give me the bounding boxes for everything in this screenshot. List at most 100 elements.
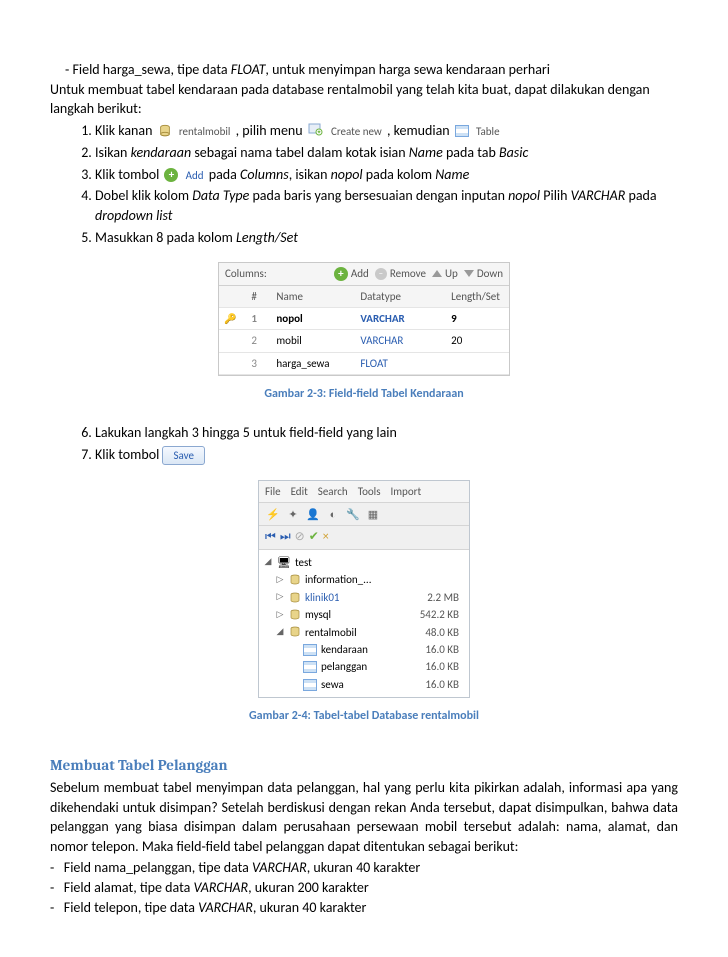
text-em: kendaraan <box>131 144 195 161</box>
table-label: sewa <box>321 677 344 692</box>
up-icon <box>432 270 442 277</box>
tree-item[interactable]: ▷information_... <box>259 571 469 588</box>
tree-table-item[interactable]: pelanggan16.0 KB <box>259 658 469 675</box>
step-1: Klik kanan rentalmobil , pilih menu ✦ Cr… <box>95 121 678 141</box>
down-button[interactable]: Down <box>464 266 503 281</box>
menu-item[interactable]: File <box>265 484 281 499</box>
table-icon <box>455 125 469 137</box>
menu-item[interactable]: Tools <box>358 484 381 499</box>
item-label: klinik01 <box>305 590 340 605</box>
table-size: 16.0 KB <box>425 659 465 674</box>
step-5: Masukkan 8 pada kolom Length/Set <box>95 228 678 248</box>
cell-len <box>446 352 509 374</box>
bullet: - Field alamat, tipe data VARCHAR, ukura… <box>65 878 678 898</box>
table-size: 16.0 KB <box>425 642 465 657</box>
chip-table: Table <box>474 124 502 139</box>
root-label: test <box>295 555 312 570</box>
figure-columns: Columns: +Add –Remove Up Down # Name Dat… <box>50 262 678 376</box>
tree-table-item[interactable]: sewa 16.0 KB <box>259 676 469 693</box>
up-button[interactable]: Up <box>432 266 458 281</box>
cell-name: harga_sewa <box>271 352 355 374</box>
text: , ukuran 40 karakter <box>307 859 421 876</box>
new-icon[interactable]: ✦ <box>285 506 301 522</box>
th-type: Datatype <box>355 286 446 308</box>
table-row[interactable]: 3harga_sewaFLOAT <box>219 352 509 374</box>
table-size: 16.0 KB <box>425 677 465 692</box>
text-em: VARCHAR <box>252 859 307 876</box>
tree-item[interactable]: ▷klinik012.2 MB <box>259 589 469 606</box>
tree-item[interactable]: ▷mysql542.2 KB <box>259 606 469 623</box>
add-icon: + <box>164 168 178 182</box>
server-icon: 🖥 <box>277 555 291 570</box>
database-icon <box>289 574 301 586</box>
chip-createnew: Create new <box>329 124 384 139</box>
bullet: - Field nama_pelanggan, tipe data VARCHA… <box>65 858 678 878</box>
item-label: mysql <box>305 607 331 622</box>
check-icon[interactable]: ✔ <box>309 529 319 546</box>
intro-para: Untuk membuat tabel kendaraan pada datab… <box>50 80 678 119</box>
section2-para: Sebelum membuat tabel menyimpan data pel… <box>50 778 678 856</box>
last-icon[interactable]: ⏭ <box>280 529 291 546</box>
text-em: FLOAT <box>231 61 266 78</box>
undo-icon[interactable]: × <box>323 529 329 546</box>
stop-icon[interactable]: ⊘ <box>295 529 305 546</box>
remove-button[interactable]: –Remove <box>375 266 426 281</box>
tree: ◢ 🖥 test ▷information_...▷klinik012.2 MB… <box>259 550 469 697</box>
calc-icon[interactable]: ▦ <box>365 506 381 522</box>
text-em: Columns <box>240 166 289 183</box>
key-icon: 🔑 <box>224 312 236 325</box>
table-row[interactable]: 🔑1nopolVARCHAR9 <box>219 307 509 329</box>
tree-panel: FileEditSearchToolsImport ⚡ ✦ 👤 ◐ 🔧 ▦ ⏮ … <box>258 480 470 698</box>
text-em: VARCHAR <box>198 899 253 916</box>
th-name: Name <box>271 286 355 308</box>
text: pada <box>209 166 240 183</box>
tree-root[interactable]: ◢ 🖥 test <box>259 554 469 571</box>
text: , pilih menu <box>236 122 306 139</box>
text: pada tab <box>446 144 499 161</box>
text-em: dropdown list <box>95 207 172 224</box>
cell-len: 9 <box>446 307 509 329</box>
menubar: File Edit Search Tools Import <box>259 481 469 503</box>
add-button[interactable]: +Add <box>334 266 369 281</box>
connect-icon[interactable]: ⚡ <box>265 506 281 522</box>
first-icon[interactable]: ⏮ <box>265 529 276 546</box>
text-em: VARCHAR <box>193 879 248 896</box>
text: pada kolom <box>366 166 436 183</box>
th-hash <box>219 286 246 308</box>
tree-item[interactable]: ◢rentalmobil48.0 KB <box>259 624 469 641</box>
expand-icon: ▷ <box>275 591 285 604</box>
label: Remove <box>390 266 426 281</box>
menu-item[interactable]: Edit <box>291 484 308 499</box>
table-row[interactable]: 2mobilVARCHAR20 <box>219 330 509 352</box>
save-button[interactable]: Save <box>162 446 204 465</box>
text: Pilih <box>543 187 570 204</box>
tools-icon[interactable]: 🔧 <box>345 506 361 522</box>
cell-name: mobil <box>271 330 355 352</box>
section-heading: Membuat Tabel Pelanggan <box>50 755 678 776</box>
text: Field alamat, tipe data <box>64 879 194 896</box>
text-em: nopol <box>331 166 366 183</box>
columns-panel: Columns: +Add –Remove Up Down # Name Dat… <box>218 262 510 376</box>
menu-item[interactable]: Search <box>318 484 348 499</box>
cell-type: FLOAT <box>355 352 446 374</box>
tree-table-item[interactable]: kendaraan16.0 KB <box>259 641 469 658</box>
plus-icon: + <box>334 267 348 281</box>
table-icon <box>303 679 317 691</box>
label: Up <box>445 266 458 281</box>
pref-icon[interactable]: ◐ <box>325 506 341 522</box>
steps-list-2: Lakukan langkah 3 hingga 5 untuk field-f… <box>50 423 678 465</box>
text: pada <box>629 187 657 204</box>
item-label: rentalmobil <box>305 625 357 640</box>
expand-icon: ▷ <box>275 609 285 622</box>
intro-bullet: Field harga_sewa, tipe data FLOAT, untuk… <box>80 60 678 80</box>
text-em: Length/Set <box>236 229 298 246</box>
cell-name: nopol <box>271 307 355 329</box>
table-icon <box>303 661 317 673</box>
item-size: 48.0 KB <box>425 625 465 640</box>
toolbar-icons: ⚡ ✦ 👤 ◐ 🔧 ▦ <box>259 503 469 526</box>
text: , isikan <box>289 166 331 183</box>
menu-item[interactable]: Import <box>391 484 422 499</box>
text: Klik tombol <box>95 166 162 183</box>
user-icon[interactable]: 👤 <box>305 506 321 522</box>
expand-icon: ▷ <box>275 574 285 587</box>
